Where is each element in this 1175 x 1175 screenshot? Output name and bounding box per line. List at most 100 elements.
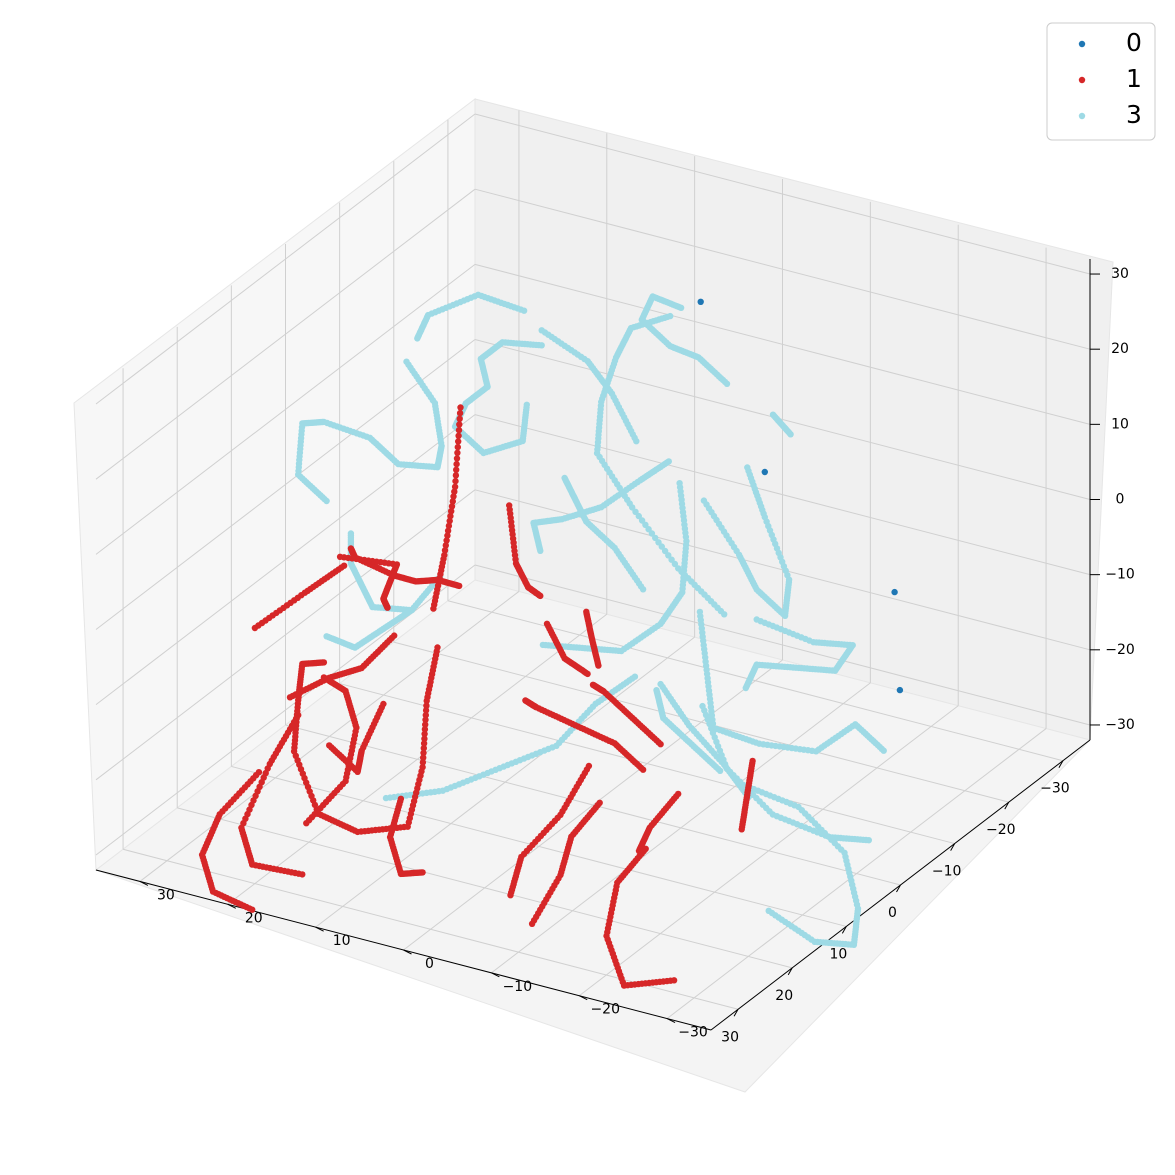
series-1-point bbox=[452, 477, 459, 485]
series-3-point bbox=[742, 684, 749, 692]
grid-line-z bbox=[474, 263, 1091, 425]
x-axis-tick bbox=[896, 884, 901, 893]
series-1-point bbox=[420, 749, 427, 757]
grid-line-y bbox=[666, 728, 1047, 1019]
series-1-point bbox=[450, 493, 457, 500]
x-axis-tick-label: 20 bbox=[775, 988, 793, 1004]
y-axis-tick bbox=[578, 995, 588, 1001]
series-1-point bbox=[507, 892, 514, 899]
series-1-point bbox=[251, 624, 259, 632]
z-axis-tick-label: 0 bbox=[1116, 492, 1125, 508]
series-3-point bbox=[629, 504, 636, 511]
grid-line-y bbox=[491, 682, 871, 974]
grid-line-z bbox=[474, 564, 1091, 726]
grid-line-z bbox=[474, 188, 1091, 350]
legend: 0 1 3 bbox=[1046, 22, 1156, 141]
series-3-point bbox=[648, 530, 656, 537]
grid-line-z bbox=[95, 489, 476, 781]
z-axis-tick-label: 20 bbox=[1111, 341, 1129, 357]
series-3-point bbox=[700, 497, 708, 504]
series-1-point bbox=[421, 726, 429, 733]
series-1-point bbox=[320, 659, 328, 666]
y-axis-tick-label: 10 bbox=[333, 933, 351, 949]
grid-line-y bbox=[578, 705, 959, 997]
series-3-point bbox=[414, 335, 421, 342]
x-axis-tick-label: 30 bbox=[721, 1029, 739, 1045]
series-1-point bbox=[451, 483, 459, 490]
legend-label-1: 1 bbox=[1126, 64, 1142, 93]
grid-line-z bbox=[474, 113, 1091, 275]
series-1-point bbox=[453, 460, 460, 468]
y-axis-tick-label: 0 bbox=[425, 956, 434, 972]
series-1-point bbox=[421, 735, 428, 742]
series-3-point bbox=[723, 380, 731, 387]
series-0-point bbox=[761, 468, 768, 476]
y-axis-tick bbox=[491, 972, 500, 978]
series-0-point bbox=[896, 686, 904, 694]
series-3-point bbox=[635, 512, 642, 520]
series-1-point bbox=[445, 522, 453, 530]
series-3-point bbox=[382, 794, 390, 802]
series-1-point bbox=[422, 721, 429, 728]
series-1-point bbox=[419, 869, 426, 876]
legend-marker-0 bbox=[1078, 40, 1086, 48]
series-1-point bbox=[444, 532, 451, 539]
series-3-point bbox=[653, 687, 660, 694]
z-axis-tick-label: −30 bbox=[1105, 717, 1135, 733]
series-3-point bbox=[323, 497, 330, 505]
grid-line-z bbox=[95, 263, 476, 555]
series-1-point bbox=[456, 421, 463, 428]
x-axis-tick bbox=[733, 1009, 739, 1017]
series-1-point bbox=[738, 826, 745, 833]
series-1-point bbox=[447, 512, 454, 520]
series-1-point bbox=[422, 707, 430, 714]
x-axis-tick bbox=[787, 967, 793, 976]
series-3-point bbox=[658, 543, 665, 550]
series-1-point bbox=[420, 745, 427, 752]
grid-line-z bbox=[95, 339, 476, 630]
series-3-point bbox=[539, 641, 547, 649]
series-1-point bbox=[457, 404, 464, 411]
z-axis-tick-label: −20 bbox=[1105, 642, 1135, 658]
y-axis-tick bbox=[315, 926, 324, 932]
series-3-point bbox=[671, 560, 679, 568]
series-3-point bbox=[865, 837, 872, 844]
series-1-point bbox=[448, 508, 455, 515]
series-1-point bbox=[423, 697, 430, 705]
y-axis-tick-label: −10 bbox=[503, 979, 533, 995]
series-1-point bbox=[455, 426, 463, 434]
x-axis-tick bbox=[950, 843, 956, 851]
x-axis-tick bbox=[841, 926, 847, 934]
y-axis-tick bbox=[227, 903, 237, 909]
series-1-point bbox=[449, 498, 456, 505]
y-axis-tick-label: 20 bbox=[245, 910, 263, 926]
series-3-point bbox=[880, 747, 887, 754]
series-1-point bbox=[441, 547, 449, 554]
grid-line-z bbox=[474, 339, 1091, 500]
series-1-point bbox=[448, 503, 456, 510]
series-1-point bbox=[522, 697, 529, 704]
y-axis-tick-label: 30 bbox=[157, 887, 175, 903]
series-1-point bbox=[453, 455, 461, 462]
series-1-point bbox=[249, 906, 256, 913]
series-1-point bbox=[420, 754, 427, 761]
series-1-point bbox=[584, 670, 591, 678]
z-axis-tick-label: 10 bbox=[1111, 416, 1129, 432]
series-1-point bbox=[454, 443, 461, 451]
axis-ticks: −30 −20 −10 0 10 20 30 −30 −20 −10 0 10 20 30 −30 −20 −1… bbox=[139, 266, 1135, 1045]
series-1-point bbox=[423, 702, 430, 709]
series-1-point bbox=[347, 545, 355, 552]
x-axis-tick bbox=[1004, 801, 1010, 810]
grid-line-z bbox=[474, 414, 1091, 576]
series-1-point bbox=[670, 977, 678, 984]
series-1-point bbox=[422, 716, 429, 723]
series-3-point bbox=[642, 521, 649, 528]
series-3-point bbox=[523, 401, 530, 408]
z-axis-tick-label: −10 bbox=[1105, 567, 1135, 583]
series-1-point bbox=[453, 466, 460, 473]
series-1-point bbox=[595, 662, 602, 669]
grid-line-y bbox=[315, 636, 695, 928]
series-1-point bbox=[452, 472, 460, 479]
series-1-point bbox=[420, 740, 428, 747]
series-1-point bbox=[430, 605, 437, 612]
